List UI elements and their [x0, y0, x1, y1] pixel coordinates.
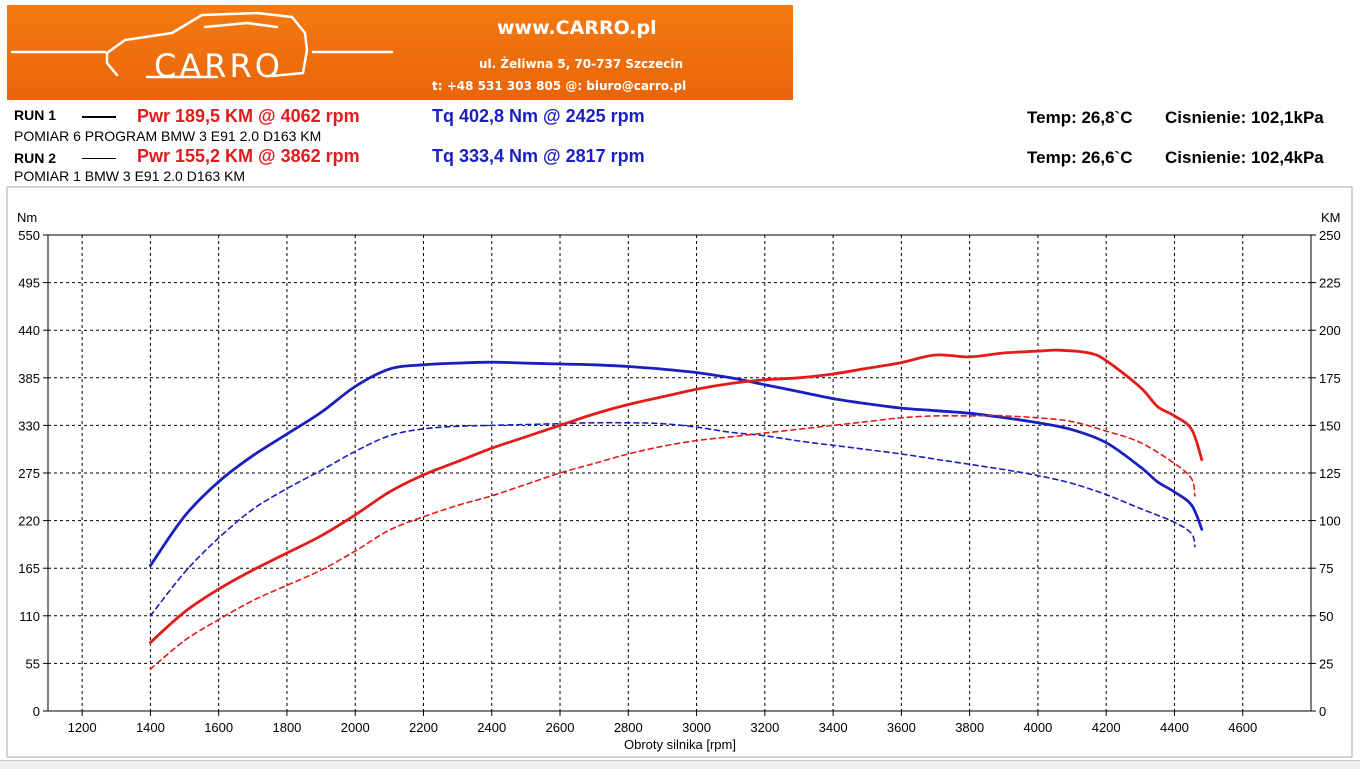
- run2-pressure: Cisnienie: 102,4kPa: [1165, 148, 1324, 167]
- x-tick-label: 1400: [136, 720, 165, 735]
- y-left-tick-label: 385: [18, 371, 40, 386]
- run1-torque: Tq 402,8 Nm @ 2425 rpm: [432, 106, 645, 126]
- run2-description: POMIAR 1 BMW 3 E91 2.0 D163 KM: [14, 168, 246, 184]
- website-link[interactable]: www.CARRO.pl: [497, 17, 657, 39]
- series-layer: [149, 348, 1204, 670]
- y-right-tick-label: 225: [1319, 276, 1341, 291]
- x-tick-label: 4200: [1092, 720, 1121, 735]
- x-tick-label: 2000: [341, 720, 370, 735]
- x-tick-label: 4000: [1023, 720, 1052, 735]
- address-text: ul. Żeliwna 5, 70-737 Szczecin: [479, 57, 683, 71]
- run2-power: Pwr 155,2 KM @ 3862 rpm: [137, 146, 360, 166]
- run1-power: Pwr 189,5 KM @ 4062 rpm: [137, 106, 360, 126]
- run2-temperature: Temp: 26,6`C: [1027, 148, 1133, 167]
- y-left-tick-label: 495: [18, 276, 40, 291]
- x-tick-label: 1600: [204, 720, 233, 735]
- x-tick-label: 4400: [1160, 720, 1189, 735]
- series-line-4: [149, 414, 1196, 670]
- chart-frame: [6, 186, 1353, 758]
- y-right-tick-label: 250: [1319, 228, 1341, 243]
- y-left-axis-label: Nm: [17, 210, 37, 225]
- run1-temperature: Temp: 26,8`C: [1027, 108, 1133, 127]
- y-left-tick-label: 0: [33, 704, 40, 719]
- run1-legend-line: [82, 116, 116, 118]
- y-right-tick-label: 200: [1319, 323, 1341, 338]
- y-right-tick-label: 100: [1319, 514, 1341, 529]
- y-left-tick-label: 550: [18, 228, 40, 243]
- x-tick-label: 3000: [682, 720, 711, 735]
- y-right-tick-label: 175: [1319, 371, 1341, 386]
- run1-label: RUN 1: [14, 107, 57, 123]
- y-right-tick-label: 150: [1319, 418, 1341, 433]
- y-left-tick-label: 55: [26, 656, 40, 671]
- x-tick-label: 2200: [409, 720, 438, 735]
- x-tick-label: 3800: [955, 720, 984, 735]
- series-line-3: [149, 348, 1204, 644]
- run2-torque: Tq 333,4 Nm @ 2817 rpm: [432, 146, 645, 166]
- x-tick-label: 3600: [887, 720, 916, 735]
- contact-text: t: +48 531 303 805 @: biuro@carro.pl: [432, 79, 687, 93]
- series-line-1: [149, 360, 1204, 567]
- run2-label: RUN 2: [14, 150, 57, 166]
- x-tick-label: 2600: [546, 720, 575, 735]
- x-tick-label: 2400: [477, 720, 506, 735]
- y-right-axis-label: KM: [1321, 210, 1341, 225]
- x-tick-label: 1200: [68, 720, 97, 735]
- logo-text: CARRO: [154, 47, 283, 85]
- grid: [48, 235, 1311, 711]
- car-logo-icon: CARRO: [10, 11, 394, 85]
- y-right-tick-label: 25: [1319, 656, 1333, 671]
- x-tick-label: 1800: [272, 720, 301, 735]
- series-line-2: [149, 421, 1196, 617]
- x-tick-label: 4600: [1228, 720, 1257, 735]
- y-right-tick-label: 125: [1319, 466, 1341, 481]
- run2-legend-line: [82, 158, 116, 159]
- x-tick-label: 3200: [750, 720, 779, 735]
- y-left-tick-label: 165: [18, 561, 40, 576]
- bottom-strip: [0, 760, 1360, 769]
- y-left-tick-label: 440: [18, 323, 40, 338]
- y-left-tick-label: 220: [18, 514, 40, 529]
- y-left-tick-label: 330: [18, 418, 40, 433]
- x-tick-label: 2800: [614, 720, 643, 735]
- run1-pressure: Cisnienie: 102,1kPa: [1165, 108, 1324, 127]
- y-right-tick-label: 50: [1319, 609, 1333, 624]
- y-left-tick-label: 110: [19, 609, 40, 624]
- run1-description: POMIAR 6 PROGRAM BMW 3 E91 2.0 D163 KM: [14, 128, 322, 144]
- x-tick-label: 3400: [819, 720, 848, 735]
- ticks: 1200 1400 1600 1800 2000 2200 2400 2600 2800 3000…: [18, 228, 1340, 735]
- y-right-tick-label: 0: [1319, 704, 1326, 719]
- y-right-tick-label: 75: [1319, 561, 1333, 576]
- header-banner: CARRO www.CARRO.pl ul. Żeliwna 5, 70-737…: [7, 5, 793, 100]
- y-left-tick-label: 275: [18, 466, 40, 481]
- x-axis-label: Obroty silnika [rpm]: [624, 737, 736, 752]
